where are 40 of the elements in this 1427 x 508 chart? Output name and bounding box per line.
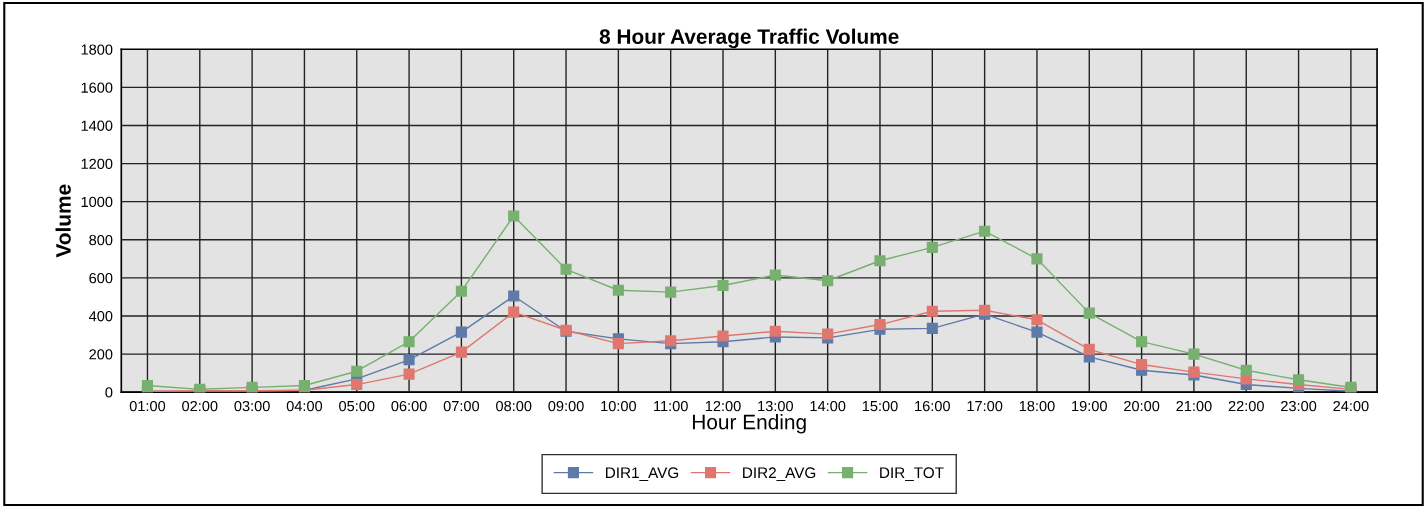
x-tick-label: 09:00 [548, 400, 584, 412]
y-tick-label: 600 [89, 272, 113, 284]
x-tick-label: 06:00 [391, 400, 427, 412]
x-tick-label: 04:00 [286, 400, 323, 412]
x-tick-label: 08:00 [496, 400, 532, 412]
x-tick-label: 02:00 [182, 400, 218, 412]
x-tick-label: 15:00 [862, 400, 898, 412]
x-tick-label: 11:00 [654, 400, 688, 412]
x-tick-label: 01:00 [129, 400, 166, 412]
x-tick-label: 17:00 [967, 400, 1003, 412]
legend-label: DIR_TOT [880, 467, 944, 482]
x-tick-label: 05:00 [339, 400, 375, 412]
legend-label: DIR1_AVG [606, 467, 679, 482]
y-tick-label: 400 [88, 311, 113, 322]
x-tick-label: 18:00 [1019, 400, 1055, 412]
x-tick-label: 24:00 [1333, 400, 1369, 412]
x-tick-label: 22:00 [1228, 400, 1264, 412]
x-tick-label: 16:00 [915, 400, 950, 412]
x-tick-label: 19:00 [1072, 400, 1107, 412]
chart-title: 8 Hour Average Traffic Volume [599, 28, 899, 49]
y-tick-label: 1200 [81, 158, 113, 169]
x-tick-label: 14:00 [810, 400, 846, 412]
legend-label: DIR2_AVG [743, 467, 816, 482]
x-tick-label: 03:00 [234, 400, 270, 412]
x-tick-label: 20:00 [1124, 400, 1160, 412]
x-tick-label: 21:00 [1176, 400, 1212, 412]
x-tick-label: 23:00 [1281, 400, 1317, 412]
x-tick-label: 10:00 [601, 400, 637, 412]
x-tick-label: 13:00 [758, 400, 794, 412]
y-axis-title: Volume [55, 184, 71, 258]
y-tick-label: 1800 [81, 44, 113, 55]
y-tick-label: 0 [105, 387, 113, 398]
y-tick-label: 1600 [81, 82, 113, 93]
y-tick-label: 200 [89, 349, 113, 360]
x-tick-label: 12:00 [705, 400, 741, 412]
y-tick-label: 1400 [81, 120, 113, 131]
x-tick-label: 07:00 [443, 400, 480, 412]
x-axis-title: Hour Ending [692, 414, 806, 434]
y-tick-label: 800 [89, 234, 113, 246]
y-tick-label: 1000 [81, 196, 113, 208]
